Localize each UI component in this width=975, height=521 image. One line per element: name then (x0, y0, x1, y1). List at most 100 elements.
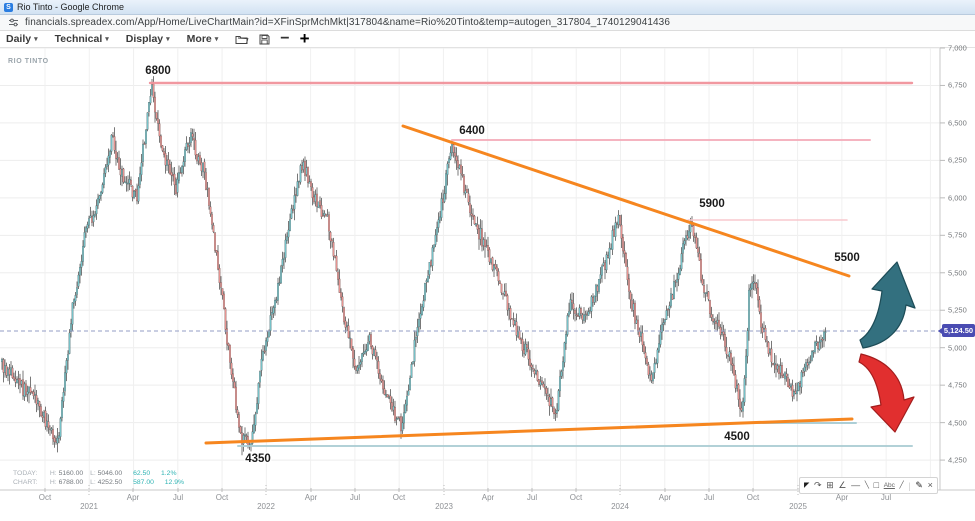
candle-up (437, 219, 440, 228)
menu-display[interactable]: Display ▾ (126, 33, 170, 45)
candle-up (557, 390, 560, 411)
candle-up (608, 247, 611, 259)
candle-down (209, 206, 212, 215)
candle-down (499, 281, 501, 284)
save-icon[interactable] (259, 34, 270, 45)
pointer-tool[interactable]: ◤ (804, 482, 810, 489)
candle-down (463, 175, 465, 193)
url-text[interactable]: financials.spreadex.com/App/Home/LiveCha… (25, 17, 671, 28)
candle-up (449, 152, 452, 160)
candle-down (733, 365, 735, 376)
menu-more[interactable]: More ▾ (187, 33, 219, 45)
bearish-arrow-icon (858, 353, 915, 433)
candle-down (460, 164, 462, 174)
candle-up (611, 230, 614, 250)
candle-down (470, 213, 473, 216)
candle-up (422, 300, 425, 308)
candle-up (149, 96, 152, 104)
candle-up (565, 334, 567, 344)
candle-up (148, 102, 150, 112)
candle-down (718, 319, 720, 327)
candle-down (347, 325, 350, 338)
candle-down (574, 310, 576, 314)
site-settings-icon[interactable] (8, 17, 19, 28)
candle-down (13, 376, 15, 380)
candle-down (634, 302, 636, 324)
horizontal-line-tool[interactable]: — (851, 480, 861, 490)
candle-up (803, 366, 806, 372)
candle-down (112, 135, 114, 137)
address-bar[interactable]: financials.spreadex.com/App/Home/LiveCha… (0, 15, 975, 31)
price-tick-label: 4,250 (948, 455, 967, 465)
candle-down (203, 161, 206, 173)
candle-down (223, 293, 225, 310)
candle-up (443, 193, 446, 202)
candle-down (11, 367, 14, 378)
month-label: Oct (215, 493, 229, 502)
candle-down (466, 189, 468, 193)
candle-down (191, 133, 194, 137)
candle-up (64, 372, 66, 392)
candle-down (320, 205, 323, 217)
month-label: Jul (349, 493, 361, 502)
month-label: Jul (880, 493, 892, 502)
rectangle-tool[interactable]: □ (873, 480, 880, 490)
candle-up (439, 216, 441, 221)
candle-down (214, 232, 216, 251)
candle-down (730, 352, 732, 365)
candle-up (820, 339, 822, 343)
candle-up (257, 382, 260, 404)
curved-arrow-tool[interactable]: ↷ (814, 480, 822, 490)
candle-down (38, 401, 41, 407)
candle-down (332, 242, 335, 257)
candle-down (208, 187, 210, 206)
menu-daily[interactable]: Daily ▾ (6, 33, 38, 45)
candle-down (220, 282, 222, 288)
candle-down (161, 145, 164, 151)
status-today-row: TODAY: H: 5160.00 L: 5046.00 62.50 1.2% (13, 469, 184, 478)
price-tick-label: 6,500 (948, 118, 967, 128)
candle-down (821, 338, 824, 341)
menu-technical-label: Technical (54, 33, 103, 45)
trend-line-tool[interactable]: ╲ (864, 482, 869, 489)
candle-up (59, 418, 62, 437)
low-label: L: (90, 479, 96, 486)
candle-up (587, 311, 590, 316)
line-tool[interactable]: ╱ (899, 482, 904, 489)
candle-up (254, 413, 257, 426)
menu-technical[interactable]: Technical ▾ (55, 33, 109, 45)
candle-down (115, 150, 117, 159)
month-label: Apr (126, 493, 140, 502)
zoom-out-icon[interactable]: − (280, 30, 290, 47)
candle-up (424, 282, 426, 301)
level-annotation-4500: 4500 (724, 431, 750, 443)
text-tool[interactable]: Abc (883, 482, 895, 489)
zoom-in-icon[interactable]: + (299, 29, 310, 48)
candle-up (127, 183, 129, 185)
candle-down (491, 257, 494, 270)
open-folder-icon[interactable] (235, 34, 249, 45)
close-tool[interactable]: × (927, 480, 933, 490)
candle-up (85, 227, 87, 232)
month-label: Oct (569, 493, 583, 502)
angle-tool[interactable]: ∠ (838, 480, 847, 490)
candle-down (160, 135, 162, 147)
candle-up (265, 340, 267, 351)
grid-tool[interactable]: ⊞ (826, 480, 834, 490)
level-annotation-6800: 6800 (145, 65, 171, 77)
candle-up (614, 222, 617, 237)
month-label: Jul (703, 493, 715, 502)
candle-down (157, 118, 159, 124)
pencil-tool[interactable]: ✎ (915, 480, 923, 490)
candle-up (809, 361, 812, 363)
candle-up (742, 400, 744, 412)
candle-down (553, 407, 555, 415)
candle-up (583, 314, 585, 321)
candle-down (457, 160, 459, 168)
candle-up (74, 295, 77, 302)
candle-down (547, 394, 549, 397)
candle-up (67, 354, 69, 361)
candle-up (413, 339, 416, 362)
candle-down (29, 387, 32, 393)
